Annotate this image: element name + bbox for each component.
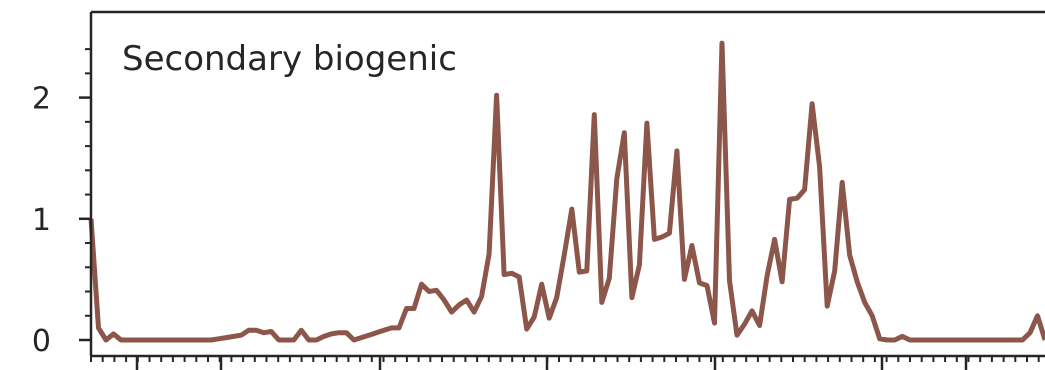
y-tick-label: 2	[32, 82, 51, 117]
y-tick-label: 1	[32, 203, 51, 238]
y-tick-label: 0	[32, 324, 51, 359]
y-axis: 0 1 2	[32, 12, 93, 359]
plot-area	[88, 10, 1045, 343]
series-annotation: Secondary biogenic	[122, 39, 457, 79]
x-axis	[90, 354, 1045, 370]
series-line	[88, 40, 1045, 343]
